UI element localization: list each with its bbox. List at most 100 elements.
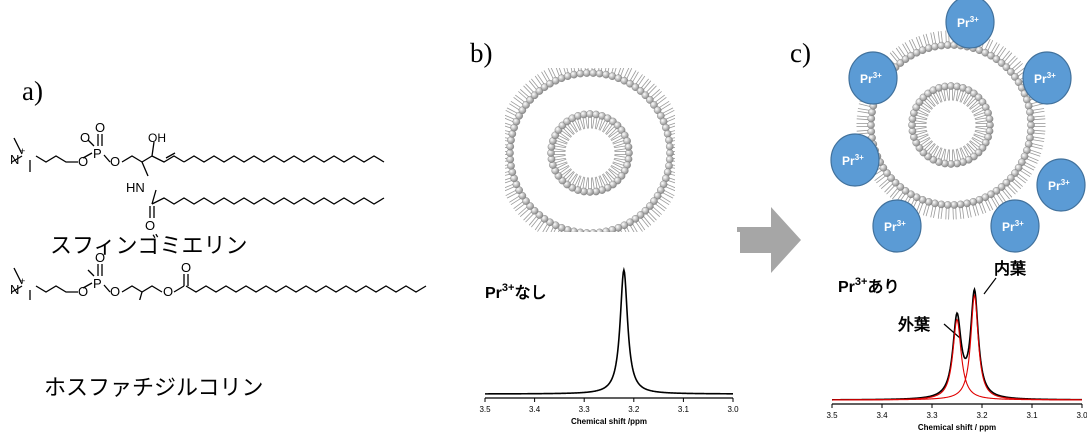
lipid-head (507, 136, 515, 144)
lipid-head (987, 51, 995, 60)
arrow-icon (737, 207, 801, 273)
lipid-head (535, 211, 544, 219)
lipid-head (1002, 63, 1011, 72)
lipid-head (1011, 169, 1019, 177)
pr-ion: Pr3+ (848, 51, 898, 105)
lipid-head (997, 183, 1006, 191)
spectrum-line (832, 286, 1082, 401)
lipid-head (530, 91, 539, 100)
lipid-head (956, 200, 965, 209)
lipid-head (641, 206, 650, 215)
panel-a-label: a) (22, 76, 43, 106)
lipid-head (1026, 127, 1035, 136)
sm-oxygen-atom: O (110, 154, 120, 169)
lipid-head (969, 198, 978, 206)
ion-sup: 3+ (855, 153, 864, 162)
lipid-head (650, 197, 658, 205)
lipid-head (943, 201, 952, 209)
pc-phosphorus-atom: P (93, 276, 102, 291)
lipid-head (540, 215, 549, 223)
panel-b-label: b) (470, 38, 493, 68)
sm-amide-nh: HN (126, 180, 145, 195)
lipid-head (963, 199, 971, 208)
ion-label: Pr3+ (1002, 219, 1024, 234)
lipid-head (901, 55, 910, 63)
lipid-head (896, 183, 905, 191)
lipid-head (1024, 102, 1033, 110)
lipid-bilayer (505, 68, 675, 238)
ion-circle (1036, 158, 1086, 212)
lipid-head (540, 83, 549, 91)
x-tick-label: 3.5 (479, 405, 491, 414)
lipid-head (1011, 73, 1019, 81)
pr-ions: Pr3+Pr3+ Pr3+Pr3+Pr3+Pr3+ Pr3+ (830, 0, 1086, 253)
ion-circle (990, 199, 1040, 253)
lipid-head (636, 211, 645, 219)
sm-hydroxyl-group: OH (148, 131, 166, 145)
lipid-head (867, 114, 876, 123)
lipid-head (663, 130, 672, 138)
ion-label: Pr3+ (1048, 178, 1070, 193)
lipid-head (924, 44, 933, 52)
label-rest: なし (514, 283, 546, 302)
lipid-head (526, 202, 534, 210)
lipid-head (1026, 114, 1035, 123)
lipid-head (624, 143, 633, 151)
ion-circle (848, 51, 898, 105)
lipid-head (518, 106, 527, 115)
lipid-head (985, 115, 994, 123)
label-rest: あり (867, 277, 899, 296)
sm-oxygen-atom: O (78, 154, 88, 169)
lipid-head (907, 190, 915, 199)
x-tick-label: 3.1 (1026, 411, 1038, 420)
lipid-head (653, 191, 662, 200)
outer-leaflet-label: 外葉 (897, 315, 931, 334)
pr-ion: Pr3+ (1022, 51, 1072, 105)
label-pr: Pr (485, 285, 502, 302)
lipid-head (508, 168, 517, 176)
lipid-head (506, 142, 515, 151)
spectrum-background (475, 232, 740, 437)
ion-circle (872, 199, 922, 253)
lipid-head (546, 218, 554, 227)
label-sup: 3+ (855, 276, 868, 288)
lipid-head (931, 199, 939, 208)
transition-arrow (737, 207, 801, 273)
sphingomyelin-structure (11, 134, 385, 218)
spectrum-line (485, 266, 733, 395)
sm-phosphorus-atom: P (93, 146, 102, 161)
lipid-head (626, 79, 634, 88)
ion-sup: 3+ (1047, 71, 1056, 80)
outer-leaflet-pointer (943, 323, 961, 339)
lipid-head (901, 187, 910, 195)
label-pr: Pr (838, 279, 855, 296)
lipid-head (937, 41, 946, 50)
lipid-head (576, 69, 585, 78)
lipid-head (595, 69, 604, 78)
label-sup: 3+ (502, 282, 515, 294)
ion-base: Pr (1048, 179, 1061, 193)
x-tick-label: 3.2 (976, 411, 988, 420)
lipid-head (992, 187, 1001, 195)
x-tick-label: 3.4 (529, 405, 541, 414)
lipid-head (570, 70, 578, 79)
lipid-head (530, 206, 539, 215)
pc-oxygen-atom: O (163, 284, 173, 299)
pr-ion: Pr3+ (872, 199, 922, 253)
lipid-head (868, 108, 876, 116)
x-axis-label: Chemical shift / ppm (918, 423, 996, 432)
lipid-head (631, 83, 640, 91)
liposome-b (505, 68, 675, 238)
x-tick-label: 3.1 (678, 405, 690, 414)
lipid-head (641, 91, 650, 100)
liposome-c: Pr3+Pr3+ Pr3+Pr3+Pr3+Pr3+ Pr3+ (830, 0, 1086, 253)
lipid-head (992, 55, 1001, 63)
ion-circle (830, 133, 880, 187)
lipid-head (1014, 163, 1023, 172)
lipid-head (891, 178, 900, 187)
spectrum-label: Pr3+あり (838, 276, 899, 296)
ion-sup: 3+ (897, 219, 906, 228)
nmr-spectrum-with-pr: Pr3+あり 内葉 外葉 3.5 3.4 3.3 3.2 3.1 3.0 Chemical … (826, 259, 1087, 432)
panel-a-structures: N + O P O O O OH HN O N + O P O O O O O (10, 120, 427, 300)
lipid-head (665, 162, 673, 170)
